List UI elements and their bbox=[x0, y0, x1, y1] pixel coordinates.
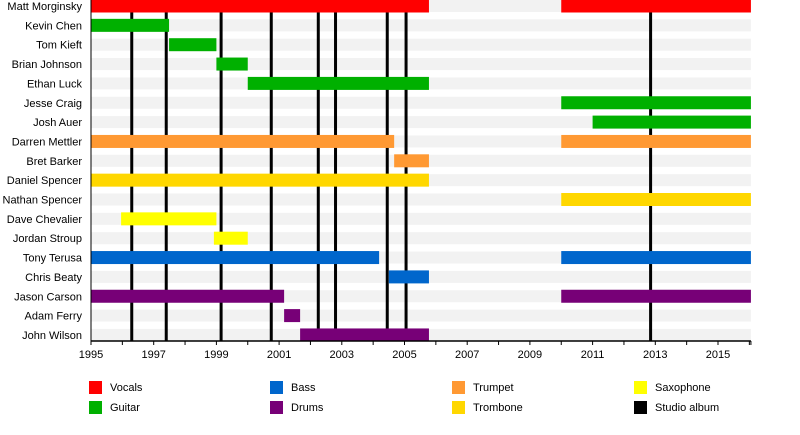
studio-album-lines bbox=[130, 0, 653, 341]
member-label: Kevin Chen bbox=[25, 20, 82, 32]
bar-vocals bbox=[91, 0, 429, 13]
bar-drums bbox=[91, 289, 285, 303]
member-label: Daniel Spencer bbox=[7, 175, 83, 187]
member-label: Nathan Spencer bbox=[3, 195, 83, 207]
member-label: Darren Mettler bbox=[12, 136, 83, 148]
x-axis: 1995 1997 1999 2001 2003 2005 2007 2009 2011 2013… bbox=[79, 0, 752, 361]
member-label: Josh Auer bbox=[33, 117, 82, 129]
bar-trombone bbox=[91, 173, 429, 187]
member-label: Bret Barker bbox=[26, 156, 82, 168]
row-band bbox=[91, 58, 751, 71]
x-tick-label: 2001 bbox=[267, 349, 291, 361]
bar-drums bbox=[284, 309, 301, 323]
legend-label: Trombone bbox=[473, 402, 523, 414]
member-labels: Matt Morginsky Kevin Chen Tom Kieft Brian J… bbox=[3, 1, 83, 342]
legend-swatch bbox=[270, 401, 283, 414]
x-tick-label: 2015 bbox=[706, 349, 730, 361]
row-band bbox=[91, 116, 751, 129]
legend-swatch bbox=[89, 401, 102, 414]
bar-bass bbox=[91, 251, 380, 265]
member-label: Jesse Craig bbox=[24, 98, 82, 110]
bar-guitar bbox=[247, 76, 429, 90]
x-tick-label: 2009 bbox=[518, 349, 542, 361]
bar-saxophone bbox=[213, 231, 248, 245]
member-label: Tony Terusa bbox=[23, 253, 83, 265]
bar-trombone bbox=[561, 193, 751, 206]
member-label: Jason Carson bbox=[14, 291, 82, 303]
legend-label: Saxophone bbox=[655, 382, 711, 394]
bar-bass bbox=[388, 270, 429, 284]
bar-vocals bbox=[561, 0, 751, 13]
bar-guitar bbox=[91, 18, 170, 32]
bar-guitar bbox=[216, 57, 248, 71]
row-band bbox=[91, 212, 751, 225]
member-label: Matt Morginsky bbox=[7, 1, 82, 13]
member-label: John Wilson bbox=[22, 330, 82, 342]
legend-swatch bbox=[634, 381, 647, 394]
bar-drums bbox=[300, 328, 429, 342]
x-tick-label: 2005 bbox=[392, 349, 416, 361]
x-tick-label: 2011 bbox=[581, 349, 605, 361]
member-label: Jordan Stroup bbox=[13, 233, 82, 245]
legend-label: Trumpet bbox=[473, 382, 514, 394]
legend-swatch bbox=[634, 401, 647, 414]
row-band bbox=[91, 309, 751, 322]
legend-swatch bbox=[452, 381, 465, 394]
member-label: Adam Ferry bbox=[25, 311, 83, 323]
member-label: Tom Kieft bbox=[36, 40, 82, 52]
row-band bbox=[91, 38, 751, 51]
row-band bbox=[91, 251, 751, 264]
bar-trumpet bbox=[561, 134, 751, 148]
legend: Vocals Guitar Bass Drums Trumpet Trombone Saxo… bbox=[89, 381, 719, 414]
membership-bars bbox=[91, 0, 751, 342]
legend-swatch bbox=[89, 381, 102, 394]
x-tick-label: 1997 bbox=[141, 349, 165, 361]
x-tick-label: 2003 bbox=[330, 349, 354, 361]
bar-guitar bbox=[561, 96, 751, 110]
x-tick-label: 1999 bbox=[204, 349, 228, 361]
legend-swatch bbox=[452, 401, 465, 414]
x-tick-label: 2013 bbox=[643, 349, 667, 361]
bar-drums bbox=[561, 289, 751, 303]
bar-trumpet bbox=[394, 154, 429, 168]
bar-trumpet bbox=[91, 134, 395, 148]
x-tick-label: 2007 bbox=[455, 349, 479, 361]
legend-label: Bass bbox=[291, 382, 316, 394]
x-tick-label: 1995 bbox=[79, 349, 103, 361]
row-band bbox=[91, 19, 751, 32]
member-label: Chris Beaty bbox=[25, 272, 82, 284]
member-label: Dave Chevalier bbox=[7, 214, 83, 226]
bar-guitar bbox=[592, 115, 751, 129]
member-label: Ethan Luck bbox=[27, 78, 83, 90]
legend-label: Drums bbox=[291, 402, 324, 414]
member-label: Brian Johnson bbox=[12, 59, 82, 71]
legend-swatch bbox=[270, 381, 283, 394]
legend-label: Studio album bbox=[655, 402, 719, 414]
legend-label: Guitar bbox=[110, 402, 140, 414]
legend-label: Vocals bbox=[110, 382, 143, 394]
bar-saxophone bbox=[121, 212, 217, 226]
bar-guitar bbox=[169, 38, 217, 52]
row-band bbox=[91, 232, 751, 245]
bar-bass bbox=[561, 251, 751, 265]
